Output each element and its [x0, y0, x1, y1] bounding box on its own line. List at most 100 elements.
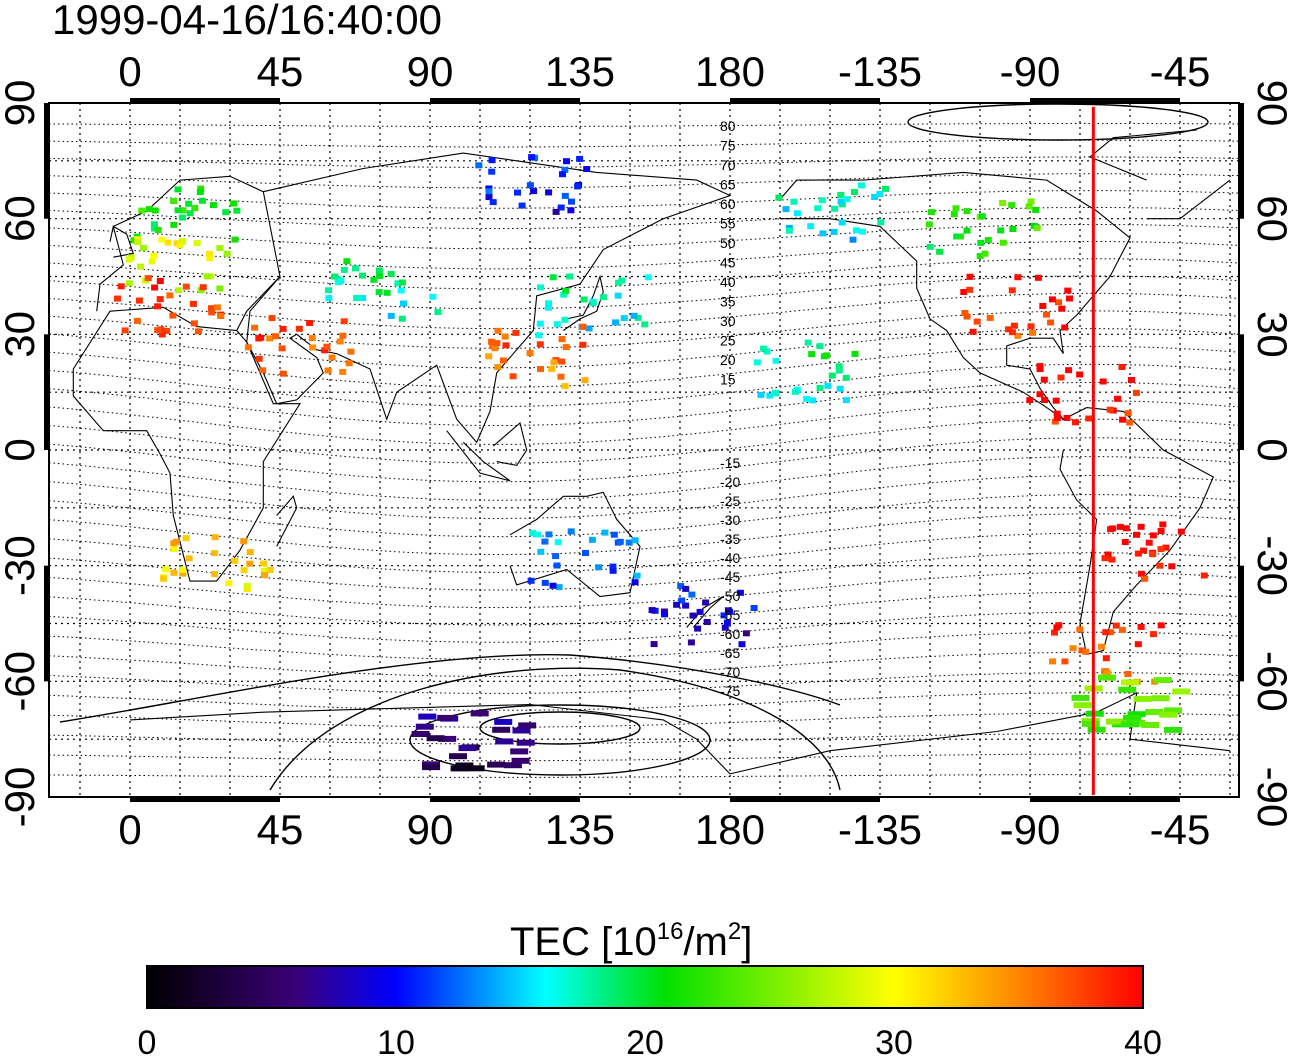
tec-point	[1058, 305, 1066, 312]
tec-point	[1149, 532, 1157, 539]
tec-point	[246, 549, 254, 556]
tec-point	[179, 207, 187, 214]
tec-point	[702, 599, 710, 606]
tec-point	[529, 530, 537, 537]
tec-point	[211, 534, 219, 541]
coastline	[446, 430, 511, 482]
tec-point	[552, 553, 560, 560]
tec-point	[1008, 202, 1016, 209]
tec-point	[1027, 198, 1035, 205]
tec-point	[1087, 726, 1106, 733]
tec-point	[503, 762, 522, 769]
tec-point	[851, 189, 858, 195]
edge-bar	[730, 98, 880, 103]
tec-point	[563, 158, 570, 165]
tec-point	[609, 567, 617, 574]
tec-point	[977, 239, 985, 246]
tec-point	[742, 630, 750, 637]
tec-point	[804, 339, 812, 346]
tec-point	[514, 189, 521, 196]
tec-point	[953, 233, 961, 240]
tec-point	[1151, 695, 1170, 702]
contour-line	[49, 692, 1239, 711]
colorbar-tick-label: 40	[1124, 1024, 1162, 1057]
tec-point	[1055, 299, 1062, 306]
tec-point	[163, 327, 171, 334]
south-contour-oval	[409, 704, 711, 776]
tec-point	[1053, 624, 1061, 631]
tec-point	[164, 239, 172, 246]
tec-point	[553, 321, 561, 328]
contour-label: 65	[720, 177, 736, 193]
tec-point	[328, 354, 336, 361]
tec-point	[580, 296, 588, 303]
tec-point	[703, 619, 711, 625]
contour-label: -50	[720, 588, 740, 604]
tec-point	[216, 285, 224, 292]
tec-point	[819, 230, 827, 237]
tec-point	[178, 214, 186, 221]
tec-point	[295, 325, 303, 332]
contour-line	[49, 456, 1239, 501]
tec-point	[240, 538, 248, 545]
contour-label: 35	[720, 294, 736, 310]
colorbar-tick-label: 10	[377, 1024, 415, 1057]
tec-point	[843, 196, 851, 203]
edge-bar	[1030, 98, 1180, 103]
tec-point	[558, 336, 566, 343]
tec-point	[1133, 531, 1140, 538]
tec-point	[576, 155, 584, 162]
tec-point	[721, 624, 729, 631]
tec-point	[494, 327, 502, 334]
tec-point	[138, 207, 146, 214]
tec-point	[633, 572, 641, 579]
contour-line	[49, 173, 1239, 189]
tec-point	[259, 367, 267, 374]
left-latitude-tick-label: -60	[0, 651, 43, 712]
tec-point	[1043, 311, 1050, 318]
tec-point	[814, 205, 822, 212]
contour-label: 20	[720, 352, 736, 368]
contour-label: 55	[720, 216, 736, 232]
tec-point	[494, 364, 502, 371]
tec-point	[772, 390, 780, 397]
tec-point	[217, 313, 225, 319]
tec-point	[321, 347, 329, 354]
left-latitude-tick-label: 0	[0, 438, 43, 461]
tec-point	[997, 227, 1005, 234]
tec-point	[203, 273, 211, 280]
tec-point	[1014, 274, 1022, 281]
tec-point	[308, 335, 316, 342]
contour-label: 60	[720, 196, 736, 212]
tec-point	[559, 171, 566, 178]
right-latitude-tick-label: 30	[1249, 311, 1292, 358]
tec-point	[323, 343, 331, 350]
tec-point	[255, 355, 263, 362]
tec-point	[614, 292, 622, 299]
tec-point	[206, 250, 214, 257]
tec-point	[824, 382, 832, 389]
tec-point	[347, 348, 355, 355]
tec-point	[582, 550, 589, 556]
contour-line	[49, 156, 1239, 169]
contour-line	[49, 753, 1239, 762]
tec-point	[554, 539, 562, 546]
edge-bar	[730, 797, 880, 802]
tec-point	[260, 567, 268, 574]
tec-point	[233, 207, 241, 214]
edge-bar	[1239, 565, 1244, 682]
tec-point	[766, 392, 774, 399]
tec-point	[736, 589, 744, 596]
tec-point	[1133, 695, 1152, 702]
tec-point	[785, 227, 793, 234]
tec-point	[1132, 389, 1140, 396]
tec-point	[562, 344, 570, 351]
tec-point	[631, 579, 639, 586]
tec-point	[449, 753, 467, 760]
tec-point	[511, 757, 530, 764]
tec-point	[976, 253, 984, 259]
tec-point	[1128, 377, 1135, 383]
tec-point	[170, 198, 178, 204]
tec-point	[279, 325, 287, 332]
tec-point	[174, 186, 182, 193]
